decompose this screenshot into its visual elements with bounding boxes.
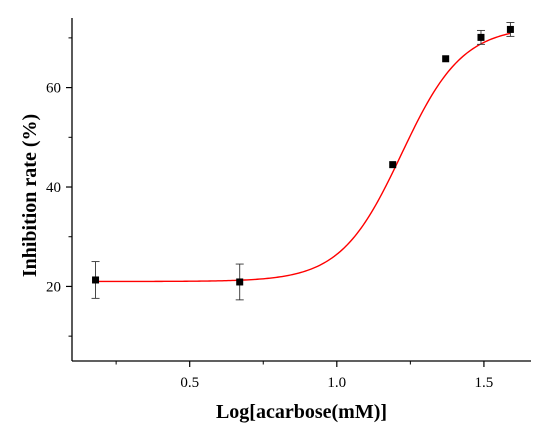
x-tick-label: 0.5 [180, 375, 199, 391]
y-axis-ticks: 20 40 60 [46, 37, 72, 337]
x-tick-label: 1.0 [327, 375, 346, 391]
data-point [477, 33, 485, 41]
data-point [92, 276, 100, 284]
x-axis-title: Log[acarbose(mM)] [216, 401, 387, 423]
y-tick-label: 40 [46, 180, 61, 196]
y-tick-label: 60 [46, 81, 61, 97]
data-point [506, 25, 514, 33]
x-tick-label: 1.5 [475, 375, 494, 391]
data-point [442, 55, 450, 63]
fit-curve [95, 32, 511, 283]
data-points-layer [91, 22, 515, 301]
y-tick-label: 20 [46, 279, 61, 295]
x-axis-ticks: 0.5 1.0 1.5 [115, 361, 494, 391]
fit-curve-layer [95, 32, 511, 283]
y-axis-title: Inhibition rate (%) [19, 114, 41, 277]
axes [71, 18, 531, 362]
data-point [236, 278, 244, 286]
data-point [389, 161, 397, 169]
